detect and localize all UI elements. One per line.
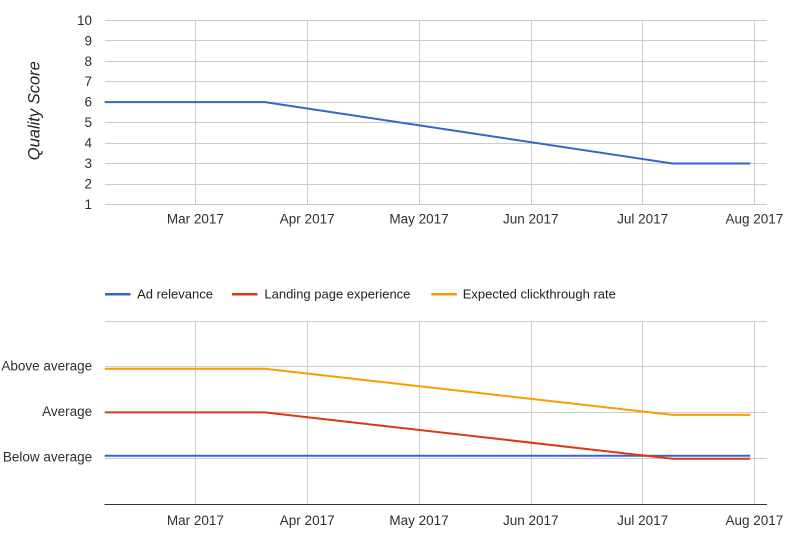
svg-text:Apr 2017: Apr 2017: [280, 212, 335, 227]
svg-text:Above average: Above average: [1, 358, 92, 373]
svg-text:1: 1: [84, 197, 92, 212]
svg-text:Average: Average: [42, 404, 92, 419]
svg-text:5: 5: [84, 115, 92, 130]
svg-text:Mar 2017: Mar 2017: [167, 513, 224, 528]
svg-text:Jun 2017: Jun 2017: [503, 212, 559, 227]
svg-text:May 2017: May 2017: [389, 513, 448, 528]
svg-text:Jul 2017: Jul 2017: [617, 212, 668, 227]
svg-text:Aug 2017: Aug 2017: [725, 212, 783, 227]
svg-text:Mar 2017: Mar 2017: [167, 212, 224, 227]
svg-text:Below average: Below average: [3, 450, 92, 465]
svg-text:7: 7: [84, 74, 92, 89]
svg-text:10: 10: [77, 13, 92, 28]
svg-text:8: 8: [84, 54, 92, 69]
svg-text:Quality Score: Quality Score: [26, 61, 44, 160]
svg-text:Aug 2017: Aug 2017: [725, 513, 783, 528]
svg-text:Jun 2017: Jun 2017: [503, 513, 559, 528]
svg-text:3: 3: [84, 156, 92, 171]
svg-text:May 2017: May 2017: [389, 212, 448, 227]
svg-text:6: 6: [84, 95, 92, 110]
svg-text:Landing page experience: Landing page experience: [264, 287, 410, 302]
svg-text:Apr 2017: Apr 2017: [280, 513, 335, 528]
svg-text:Jul 2017: Jul 2017: [617, 513, 668, 528]
svg-text:Expected clickthrough rate: Expected clickthrough rate: [463, 287, 616, 302]
svg-text:9: 9: [84, 33, 92, 48]
svg-text:4: 4: [84, 136, 92, 151]
svg-text:2: 2: [84, 177, 92, 192]
svg-text:Ad relevance: Ad relevance: [137, 287, 213, 302]
